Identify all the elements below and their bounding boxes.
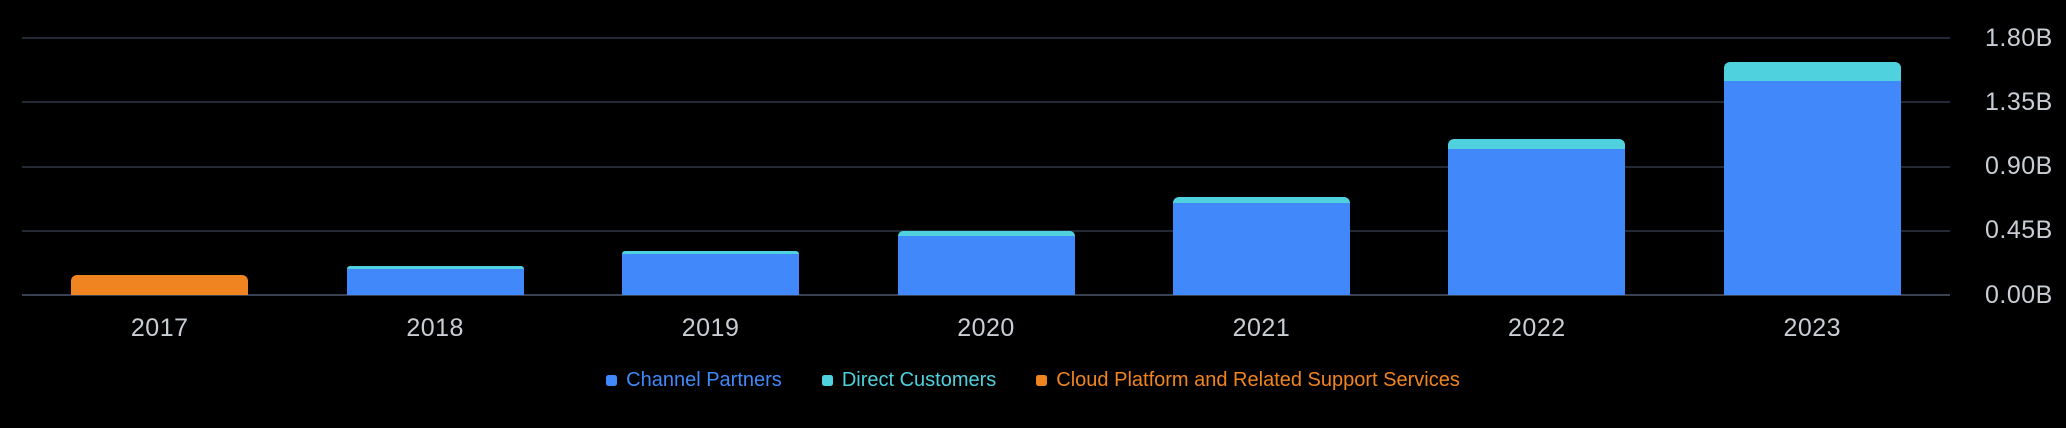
bar-2018-direct-customers[interactable] [346, 265, 524, 269]
bar-2021-direct-customers[interactable] [1172, 197, 1350, 203]
bar-2019-channel-partners[interactable] [622, 253, 800, 295]
y-tick-label: 0.00B [1985, 280, 2053, 309]
legend-label: Channel Partners [626, 369, 782, 391]
legend-item-direct-customers[interactable]: Direct Customers [821, 368, 997, 392]
y-tick-label: 0.90B [1985, 152, 2053, 180]
bar-2021-channel-partners[interactable] [1172, 202, 1350, 295]
bar-2017-cloud-platform-and-related-support-services[interactable] [71, 275, 249, 295]
x-axis-label-2017: 2017 [130, 314, 189, 342]
legend-swatch-icon [1036, 374, 1048, 386]
legend-swatch-icon [606, 374, 618, 386]
gridline [22, 101, 1950, 104]
bar-2023-direct-customers[interactable] [1723, 61, 1901, 81]
bar-2023-channel-partners[interactable] [1723, 80, 1901, 295]
bar-2020-direct-customers[interactable] [897, 231, 1075, 236]
legend-label: Direct Customers [841, 369, 997, 391]
x-axis-label-2020: 2020 [957, 314, 1015, 342]
x-axis-label-2021: 2021 [1232, 314, 1291, 342]
bar-2020-channel-partners[interactable] [897, 235, 1075, 295]
gridline [22, 229, 1950, 232]
gridline [22, 37, 1950, 39]
legend-item-channel-partners[interactable]: Channel Partners [606, 368, 782, 392]
legend-item-cloud-platform-and-related-support-services[interactable]: Cloud Platform and Related Support Servi… [1036, 368, 1460, 392]
x-axis-line [22, 294, 1950, 296]
gridline [22, 165, 1950, 168]
x-axis-label-2019: 2019 [681, 314, 740, 342]
y-tick-label: 1.35B [1985, 87, 2053, 116]
chart-legend: Channel Partners Direct Customers Cloud Pl… [0, 368, 2066, 392]
y-tick-label: 0.45B [1985, 216, 2053, 245]
y-tick-label: 1.80B [1985, 23, 2053, 52]
bar-2022-channel-partners[interactable] [1448, 148, 1626, 295]
bar-2022-direct-customers[interactable] [1448, 138, 1626, 149]
x-axis-label-2022: 2022 [1508, 314, 1566, 342]
x-axis-label-2023: 2023 [1783, 314, 1842, 342]
legend-label: Cloud Platform and Related Support Servi… [1056, 369, 1460, 391]
legend-swatch-icon [821, 374, 833, 386]
x-axis-label-2018: 2018 [406, 314, 464, 342]
bar-2019-direct-customers[interactable] [622, 250, 800, 254]
bar-2018-channel-partners[interactable] [346, 268, 524, 295]
